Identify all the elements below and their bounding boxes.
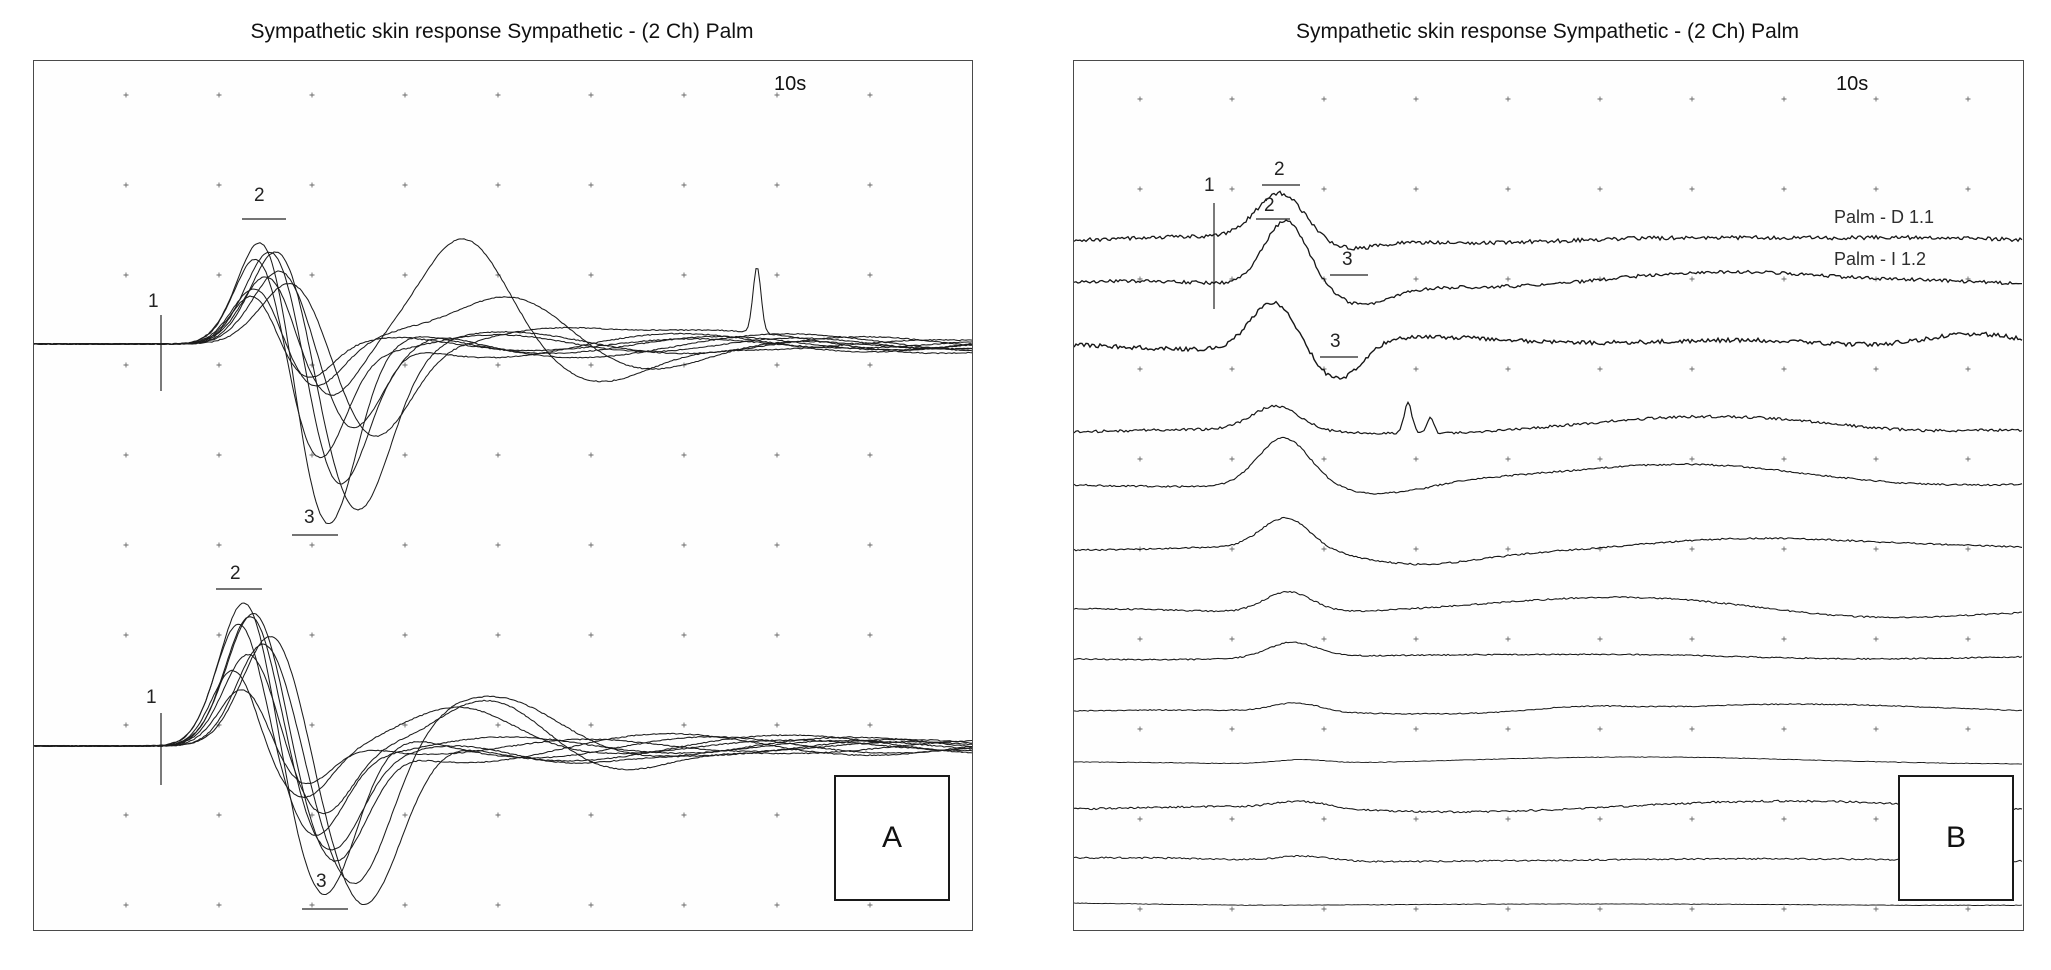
panel-b-timescale-label: 10s — [1836, 73, 1869, 95]
channel-label-palm-i: Palm - I 1.2 — [1834, 249, 1927, 269]
svg-text:2: 2 — [1274, 159, 1285, 180]
panel-b-title: Sympathetic skin response Sympathetic - … — [1295, 20, 1800, 43]
svg-text:2: 2 — [230, 563, 241, 584]
panel-b-plot: 1 2 2 3 3 10s Palm - D 1.1 Palm - I 1.2 B — [1073, 60, 2024, 931]
svg-text:2: 2 — [254, 185, 265, 206]
svg-text:3: 3 — [1342, 249, 1353, 270]
panel-a-letter-box: A — [834, 775, 950, 901]
panel-b-traces-svg: 1 2 2 3 3 — [1074, 96, 2023, 912]
panel-b-letter: B — [1945, 821, 1966, 854]
panel-a-letter: A — [881, 821, 902, 854]
channel-label-palm-d: Palm - D 1.1 — [1834, 207, 1935, 227]
panel-a-traces-svg: 1 2 3 1 2 3 — [34, 92, 972, 910]
panel-a-timescale-label: 10s — [774, 73, 807, 95]
svg-text:3: 3 — [316, 871, 327, 892]
svg-text:1: 1 — [148, 291, 159, 312]
panel-a-title: Sympathetic skin response Sympathetic - … — [250, 20, 754, 43]
svg-text:1: 1 — [1204, 175, 1215, 196]
svg-text:3: 3 — [304, 507, 315, 528]
svg-text:3: 3 — [1330, 331, 1341, 352]
panel-a-plot: 1 2 3 1 2 3 10s A — [33, 60, 973, 931]
panel-b-letter-box: B — [1898, 775, 2014, 901]
svg-text:1: 1 — [146, 687, 157, 708]
svg-text:2: 2 — [1264, 195, 1275, 216]
